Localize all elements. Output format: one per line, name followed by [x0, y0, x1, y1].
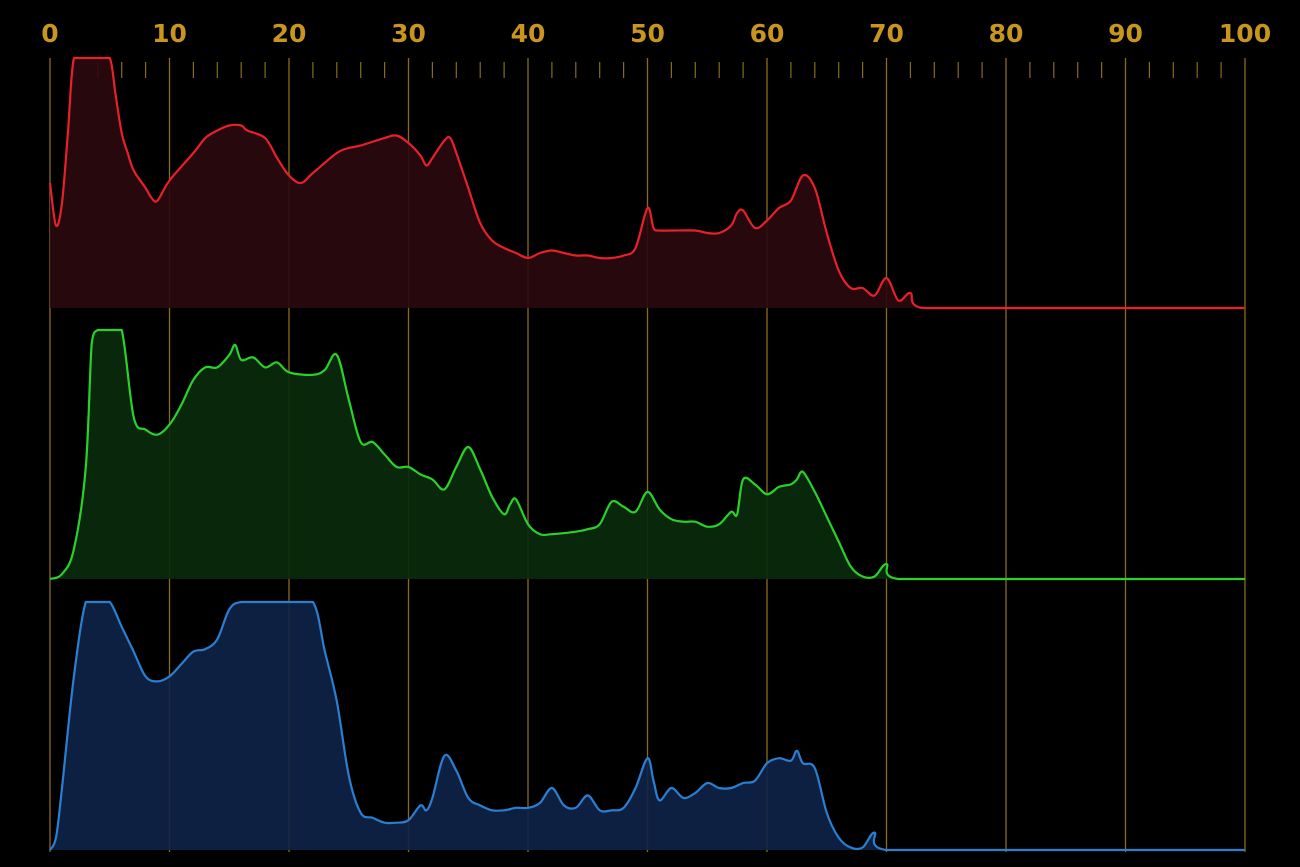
- red-channel-area: [50, 58, 1245, 308]
- x-tick-label: 90: [1108, 19, 1143, 48]
- minor-tick-marks: [73, 62, 1222, 78]
- blue-channel-line: [49, 600, 1245, 852]
- x-tick-label: 60: [750, 19, 785, 48]
- x-tick-labels: 0 10 20 30 40 50 60 70 80 90 100: [41, 19, 1271, 48]
- x-tick-label: 0: [41, 19, 58, 48]
- x-tick-label: 40: [511, 19, 546, 48]
- x-tick-label: 10: [152, 19, 187, 48]
- green-channel-area: [50, 330, 1245, 579]
- x-tick-label: 20: [272, 19, 307, 48]
- x-tick-label: 50: [630, 19, 665, 48]
- green-channel-line: [49, 328, 1245, 581]
- channel-series: [48, 56, 1245, 852]
- x-tick-label: 100: [1219, 19, 1271, 48]
- blue-channel-area: [50, 602, 1245, 850]
- red-channel-line: [48, 56, 1245, 310]
- x-tick-label: 30: [391, 19, 426, 48]
- x-tick-label: 70: [869, 19, 904, 48]
- x-tick-label: 80: [989, 19, 1024, 48]
